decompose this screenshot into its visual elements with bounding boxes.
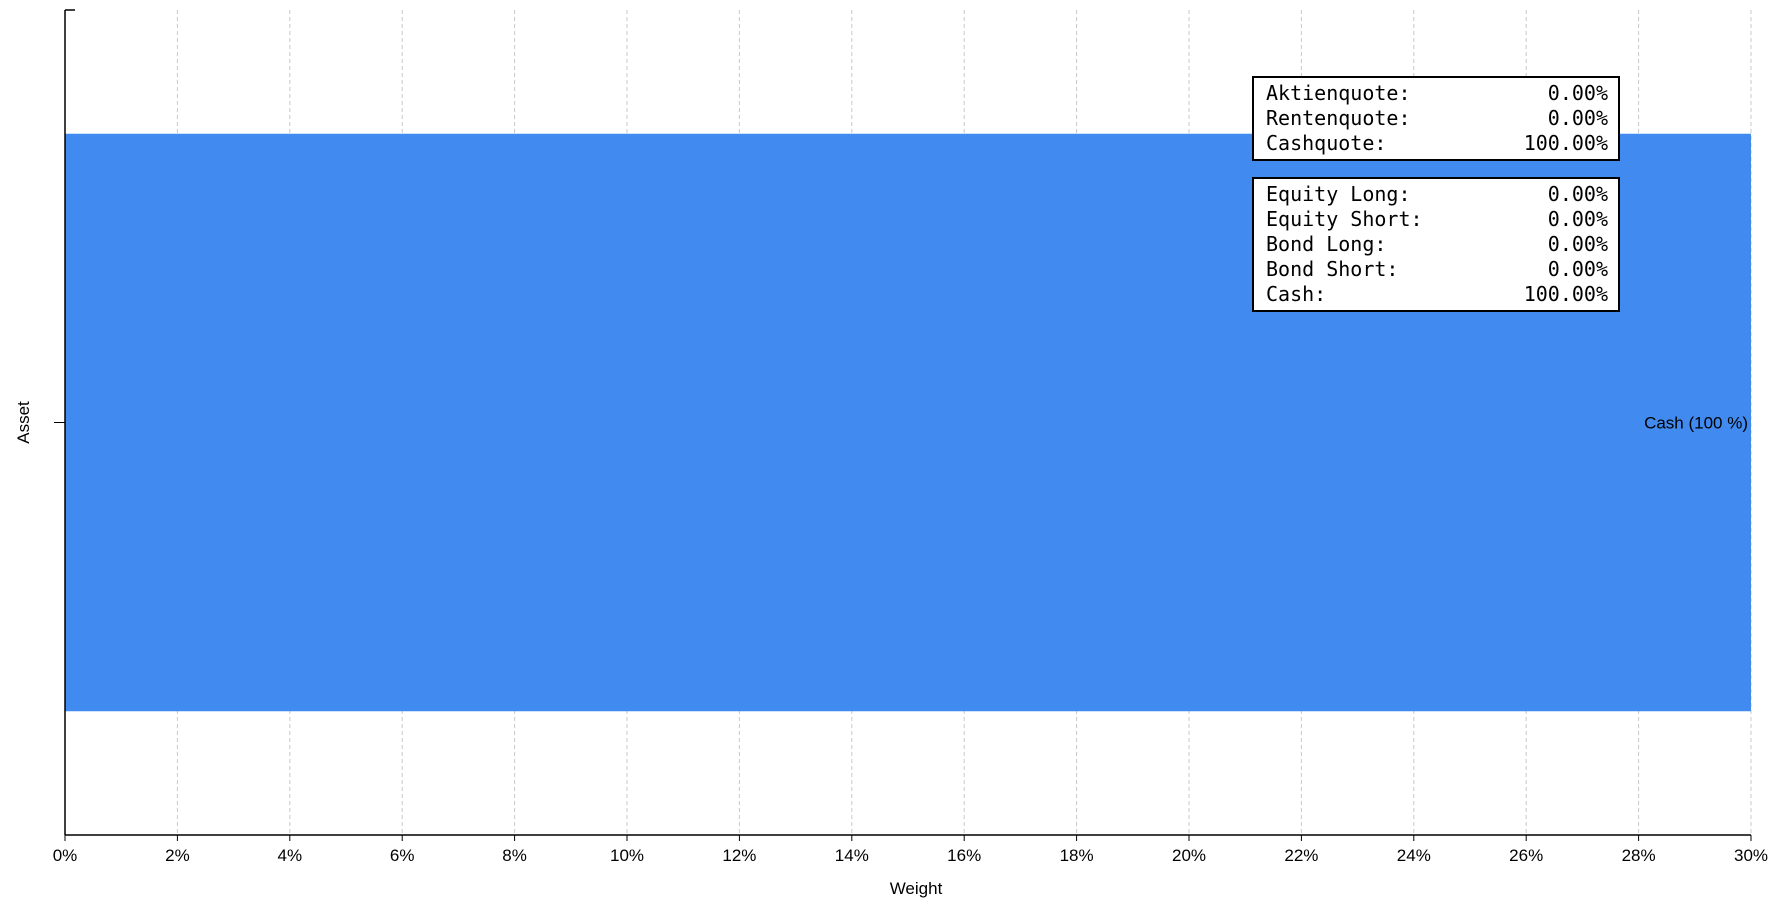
x-tick-label: 30% — [1734, 846, 1768, 865]
allocation-summary-box: Aktienquote: 0.00% Rentenquote: 0.00% Cashqu… — [1252, 76, 1620, 161]
x-tick-label: 16% — [947, 846, 981, 865]
x-tick-label: 26% — [1509, 846, 1543, 865]
stats-label: Cash: — [1266, 282, 1327, 306]
stats-row: Aktienquote: 0.00% — [1266, 81, 1608, 106]
stats-label: Equity Short: — [1266, 207, 1423, 231]
x-tick-label: 2% — [165, 846, 190, 865]
x-tick-label: 18% — [1060, 846, 1094, 865]
x-tick-label: 24% — [1397, 846, 1431, 865]
allocation-detail-box: Equity Long: 0.00% Equity Short: 0.00% Bond … — [1252, 177, 1620, 312]
stats-label: Bond Short: — [1266, 257, 1399, 281]
x-tick-label: 22% — [1284, 846, 1318, 865]
stats-row: Equity Short: 0.00% — [1266, 207, 1608, 232]
bar-data-label: Cash (100 %) — [1644, 414, 1748, 433]
stats-row: Bond Long: 0.00% — [1266, 232, 1608, 257]
stats-value: 0.00% — [1547, 106, 1608, 130]
stats-value: 100.00% — [1523, 131, 1608, 155]
labels: 0% 2% 4% 6% 8% 10% 12% 14% 16% 18% 20% 22% 24% 26% 28%… — [14, 401, 1768, 898]
stats-value: 0.00% — [1547, 232, 1608, 256]
x-tick-label: 10% — [610, 846, 644, 865]
axes — [54, 9, 1752, 841]
stats-row: Cash: 100.00% — [1266, 282, 1608, 307]
x-tick-label: 4% — [278, 846, 303, 865]
stats-value: 0.00% — [1547, 81, 1608, 105]
stats-row: Equity Long: 0.00% — [1266, 182, 1608, 207]
stats-label: Equity Long: — [1266, 182, 1411, 206]
y-axis-title: Asset — [14, 401, 33, 444]
stats-value: 0.00% — [1547, 182, 1608, 206]
x-axis-title: Weight — [890, 879, 943, 898]
stats-row: Bond Short: 0.00% — [1266, 257, 1608, 282]
stats-value: 0.00% — [1547, 257, 1608, 281]
stats-row: Rentenquote: 0.00% — [1266, 106, 1608, 131]
x-tick-label: 6% — [390, 846, 415, 865]
stats-row: Cashquote: 100.00% — [1266, 131, 1608, 156]
x-tick-label: 0% — [53, 846, 78, 865]
stats-label: Cashquote: — [1266, 131, 1387, 155]
stats-label: Rentenquote: — [1266, 106, 1411, 130]
x-tick-label: 8% — [502, 846, 527, 865]
stats-label: Aktienquote: — [1266, 81, 1411, 105]
stats-value: 100.00% — [1523, 282, 1608, 306]
x-tick-label: 28% — [1622, 846, 1656, 865]
stats-label: Bond Long: — [1266, 232, 1387, 256]
x-tick-label: 14% — [835, 846, 869, 865]
stats-value: 0.00% — [1547, 207, 1608, 231]
x-tick-label: 20% — [1172, 846, 1206, 865]
x-tick-label: 12% — [722, 846, 756, 865]
